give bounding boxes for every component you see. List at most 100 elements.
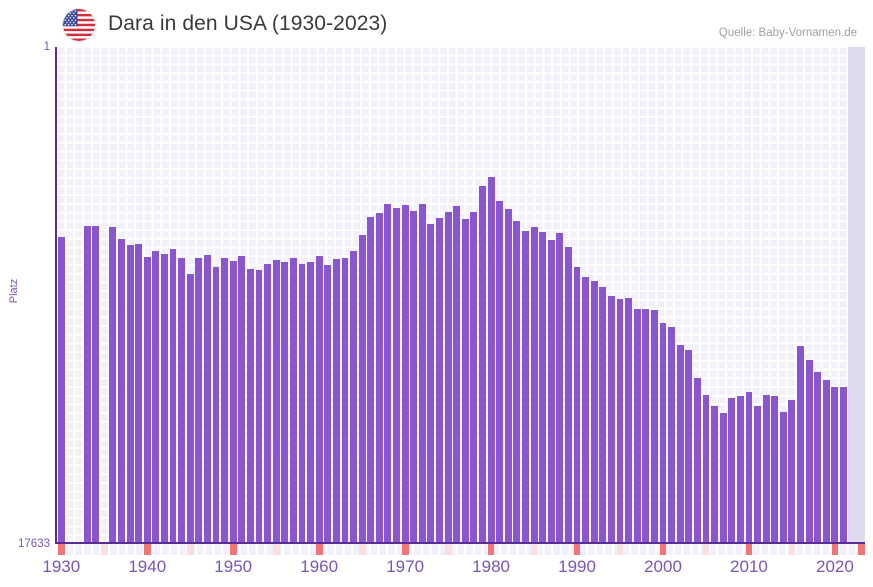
bar xyxy=(358,234,366,542)
bar xyxy=(350,250,357,542)
bar xyxy=(685,350,693,542)
bar xyxy=(805,360,813,542)
bar xyxy=(410,210,418,542)
bar xyxy=(547,240,555,542)
bar xyxy=(831,386,839,542)
x-axis-tick-label: 1960 xyxy=(300,557,339,576)
x-tick-major xyxy=(143,544,151,555)
bar xyxy=(633,309,641,542)
bar xyxy=(169,248,177,542)
bar xyxy=(650,310,658,542)
x-axis-tick-label: 1930 xyxy=(42,557,81,576)
bar xyxy=(289,257,297,542)
bar xyxy=(367,217,375,542)
x-tick-major xyxy=(573,544,581,555)
bar xyxy=(298,264,306,542)
bar xyxy=(496,200,504,542)
bar xyxy=(728,397,736,542)
x-tick-minor xyxy=(358,544,366,555)
bar xyxy=(221,257,229,542)
x-axis-tick-labels: 1930 1940 1950 1960 1970 1980 1990 2000 2010 2020 xyxy=(42,556,865,582)
bar xyxy=(676,344,684,542)
bar xyxy=(315,256,323,542)
x-tick-major xyxy=(401,544,409,555)
x-tick-minor xyxy=(100,544,108,555)
us-flag-icon xyxy=(63,9,95,41)
bar xyxy=(504,208,512,542)
x-axis-tick-label: 2020 xyxy=(815,557,854,576)
bar xyxy=(479,186,486,542)
bar xyxy=(736,395,744,542)
x-tick-major xyxy=(57,544,65,555)
bar xyxy=(522,230,529,542)
bar xyxy=(607,296,615,542)
x-tick-major xyxy=(315,544,323,555)
bar xyxy=(178,258,186,542)
bar xyxy=(582,277,590,542)
bar xyxy=(539,231,547,542)
x-axis-tick-label: 1980 xyxy=(472,557,510,576)
bar xyxy=(186,273,194,542)
bar xyxy=(401,205,409,542)
bar xyxy=(814,371,822,542)
x-axis-line xyxy=(55,542,865,544)
bar xyxy=(599,286,607,542)
x-tick-major xyxy=(831,544,839,555)
bar xyxy=(573,267,581,542)
bar xyxy=(436,217,443,542)
bar xyxy=(195,257,203,542)
bar xyxy=(83,225,91,542)
bar xyxy=(203,254,211,542)
bar xyxy=(92,226,100,542)
bar xyxy=(453,205,461,542)
no-data-band xyxy=(847,47,865,542)
bar xyxy=(745,392,753,542)
bar xyxy=(375,212,383,542)
bar xyxy=(840,387,847,542)
bar xyxy=(565,247,572,542)
x-tick-major xyxy=(745,544,753,555)
bar xyxy=(109,226,117,542)
plot-area xyxy=(57,47,865,542)
y-axis-line xyxy=(55,47,57,544)
bar xyxy=(255,269,263,542)
bar xyxy=(384,204,392,542)
x-axis-tick-label: 1970 xyxy=(386,557,425,576)
bar xyxy=(625,297,633,542)
bar xyxy=(797,345,804,542)
bar xyxy=(719,413,727,542)
x-tick-minor xyxy=(186,544,194,555)
bar xyxy=(272,259,280,542)
bar xyxy=(659,322,667,542)
bar xyxy=(461,218,469,542)
bar xyxy=(693,378,701,542)
chart-header: Dara in den USA (1930-2023) Quelle: Baby… xyxy=(0,0,873,46)
bar xyxy=(393,208,400,542)
x-axis-tick-label: 1990 xyxy=(558,557,596,576)
page-title: Dara in den USA (1930-2023) xyxy=(108,12,388,35)
bar xyxy=(771,396,779,542)
bar xyxy=(779,411,787,542)
x-tick-minor xyxy=(530,544,538,555)
y-axis-top-label-wrap: 1 xyxy=(0,41,50,55)
tick-strip-grid xyxy=(57,544,865,555)
bar xyxy=(135,244,143,542)
bar xyxy=(711,406,718,542)
x-tick-minor xyxy=(272,544,280,555)
x-tick-major xyxy=(229,544,237,555)
bar xyxy=(246,269,254,542)
x-tick-minor xyxy=(702,544,710,555)
bar xyxy=(556,233,564,542)
bar xyxy=(264,264,272,542)
bar xyxy=(513,221,521,542)
x-tick-major xyxy=(858,544,865,555)
bar xyxy=(126,244,134,542)
x-tick-minor xyxy=(788,544,796,555)
bar xyxy=(418,203,426,542)
bar xyxy=(212,266,220,542)
bar xyxy=(530,226,538,542)
bar xyxy=(161,254,168,542)
x-axis-tick-label: 1950 xyxy=(214,557,253,576)
x-tick-major xyxy=(659,544,667,555)
x-axis-tick-label: 2010 xyxy=(730,557,768,576)
